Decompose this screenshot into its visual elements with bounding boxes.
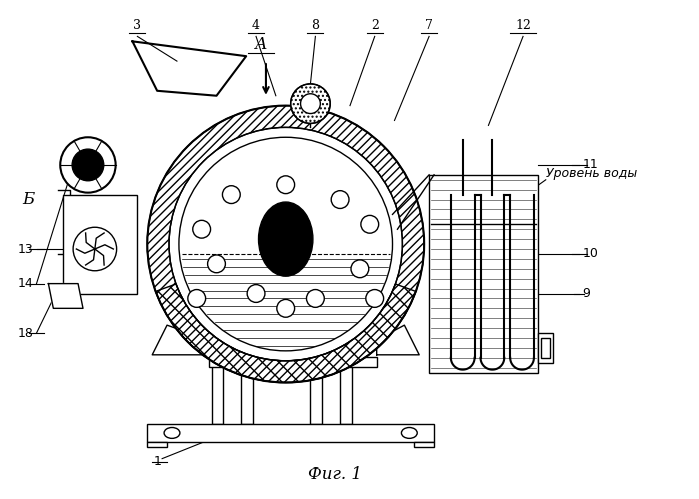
Bar (310, 355, 322, 424)
Bar (415, 442, 434, 447)
Bar (147, 442, 167, 447)
Polygon shape (377, 325, 419, 355)
Circle shape (222, 186, 240, 204)
Circle shape (147, 106, 424, 383)
Circle shape (208, 255, 225, 273)
Bar (147, 424, 434, 442)
Circle shape (351, 260, 369, 277)
Circle shape (72, 149, 103, 181)
Ellipse shape (401, 428, 417, 439)
Circle shape (366, 289, 384, 307)
Circle shape (193, 221, 210, 238)
Bar (212, 355, 224, 424)
Text: 13: 13 (17, 243, 34, 255)
Text: 10: 10 (582, 248, 598, 260)
Polygon shape (132, 41, 246, 96)
Text: Б: Б (22, 191, 35, 208)
Text: 12: 12 (515, 19, 531, 32)
Bar (63, 195, 138, 293)
Text: 11: 11 (582, 159, 598, 172)
Polygon shape (179, 244, 393, 351)
Text: 8: 8 (311, 19, 319, 32)
Circle shape (277, 299, 294, 317)
Circle shape (60, 137, 115, 193)
Bar (541, 338, 549, 358)
Text: Фиг. 1: Фиг. 1 (308, 466, 362, 483)
Text: 7: 7 (425, 19, 433, 32)
Text: 2: 2 (370, 19, 379, 32)
Bar (208, 357, 377, 367)
Circle shape (73, 227, 117, 271)
Bar (340, 355, 352, 424)
Polygon shape (152, 325, 208, 355)
Ellipse shape (164, 428, 180, 439)
Circle shape (361, 216, 379, 233)
Bar (429, 175, 538, 373)
Text: 4: 4 (252, 19, 260, 32)
Text: 9: 9 (582, 287, 590, 300)
Bar (241, 355, 253, 424)
Circle shape (179, 137, 393, 351)
Circle shape (331, 191, 349, 209)
Text: А: А (254, 36, 267, 53)
Text: 18: 18 (17, 326, 34, 339)
Text: 1: 1 (153, 455, 161, 468)
Circle shape (188, 289, 206, 307)
Circle shape (247, 284, 265, 302)
Circle shape (277, 176, 294, 194)
Ellipse shape (259, 202, 313, 276)
Text: 3: 3 (134, 19, 141, 32)
Text: Уровень воды: Уровень воды (546, 167, 637, 180)
Circle shape (291, 84, 330, 123)
Circle shape (301, 94, 320, 114)
Circle shape (306, 289, 324, 307)
Text: 14: 14 (17, 277, 34, 290)
Bar (538, 333, 553, 363)
Polygon shape (48, 283, 83, 308)
